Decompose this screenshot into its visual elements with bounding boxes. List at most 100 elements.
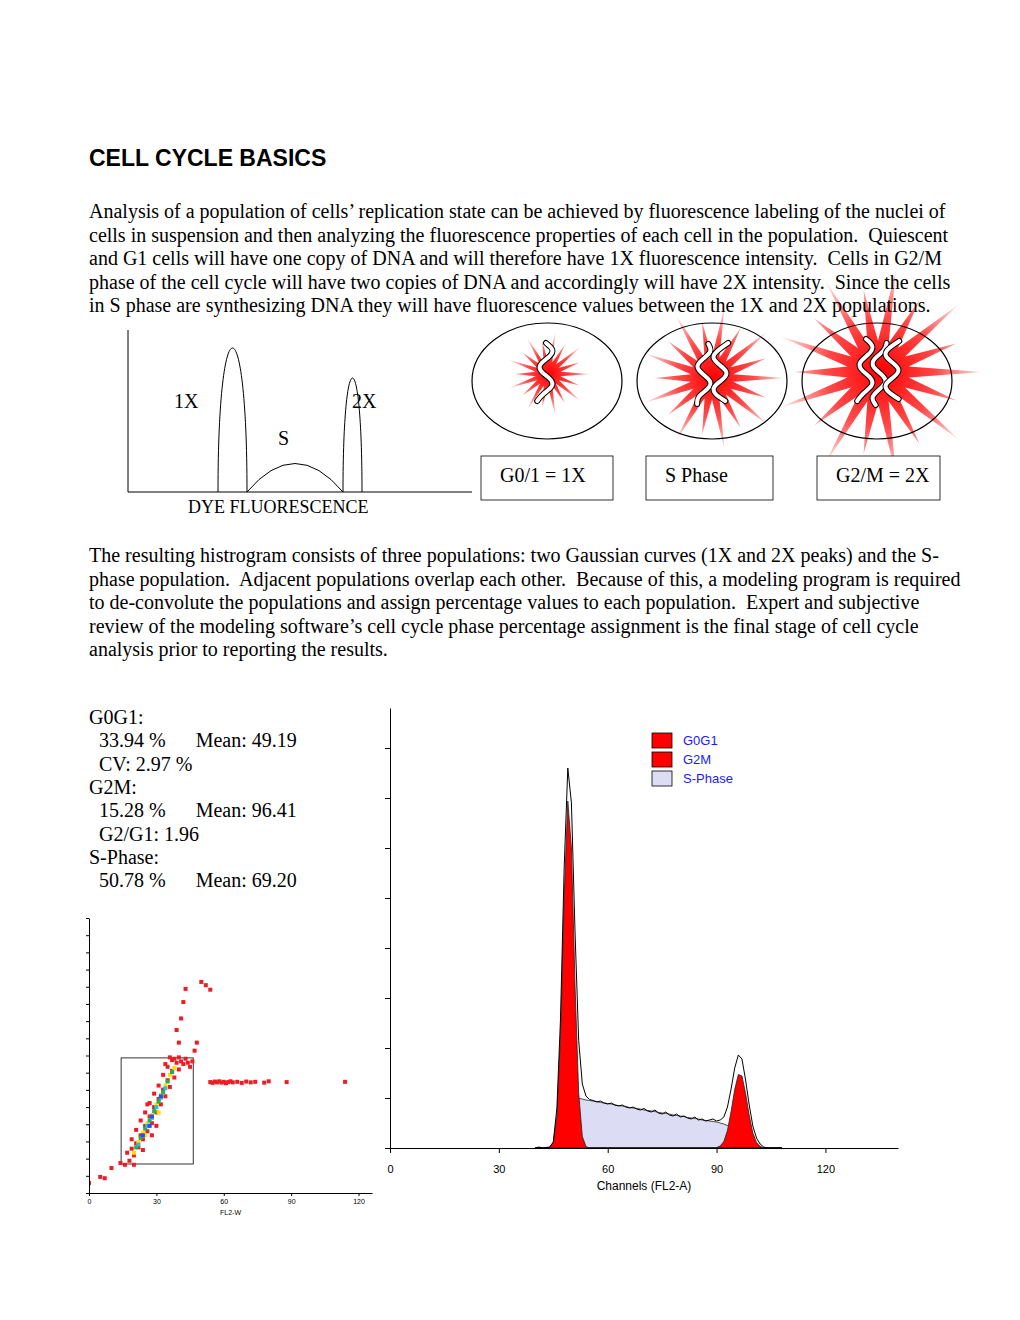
paragraph-line: and G1 cells will have one copy of DNA a… bbox=[89, 247, 942, 270]
tick-mark bbox=[717, 1148, 718, 1153]
sketch-peak bbox=[218, 348, 247, 492]
page: G0/1 = 1XS PhaseG2/M = 2X1XS2XDYE FLUORE… bbox=[0, 0, 1020, 1320]
tick-mark bbox=[86, 918, 89, 919]
point bbox=[168, 1085, 172, 1089]
starburst bbox=[644, 307, 784, 449]
paragraph-line: The resulting histrogram consists of thr… bbox=[89, 544, 939, 567]
sketch-axis-label: DYE FLUORESCENCE bbox=[188, 497, 369, 517]
tick-mark bbox=[291, 1193, 292, 1196]
legend-label: G0G1 bbox=[683, 733, 718, 748]
tick bbox=[385, 948, 390, 949]
tick bbox=[86, 1159, 89, 1160]
tick bbox=[86, 952, 89, 953]
paragraph-line: to de-convolute the populations and assi… bbox=[89, 591, 919, 614]
legend-label: S-Phase bbox=[683, 771, 733, 786]
point bbox=[190, 1059, 194, 1063]
point bbox=[188, 1065, 192, 1069]
point bbox=[177, 1041, 181, 1045]
tick bbox=[86, 1124, 89, 1125]
plot-area bbox=[89, 980, 347, 1185]
legend-swatch bbox=[652, 733, 672, 748]
tick bbox=[86, 1073, 89, 1074]
tick bbox=[86, 918, 89, 919]
tick-label: 90 bbox=[288, 1198, 296, 1205]
point bbox=[343, 1080, 347, 1084]
tick-mark bbox=[385, 848, 390, 849]
point bbox=[134, 1128, 138, 1132]
tick-mark bbox=[385, 748, 390, 749]
tick-label: 60 bbox=[602, 1163, 614, 1175]
point bbox=[157, 1110, 161, 1114]
x-axis: 0306090120 bbox=[387, 1148, 898, 1175]
point bbox=[154, 1105, 158, 1109]
tick-mark bbox=[390, 1148, 391, 1153]
tick-mark bbox=[86, 1159, 89, 1160]
tick-mark bbox=[86, 1056, 89, 1057]
point bbox=[130, 1137, 134, 1141]
point bbox=[244, 1080, 248, 1084]
tick-label: 30 bbox=[493, 1163, 505, 1175]
x-axis: 0306090120 bbox=[88, 1193, 373, 1205]
axis-line bbox=[391, 1148, 899, 1149]
tick-label: 120 bbox=[353, 1198, 365, 1205]
tick-mark bbox=[385, 1048, 390, 1049]
point bbox=[208, 988, 212, 992]
histogram-sketch: 1XS2XDYE FLUORESCENCE bbox=[128, 330, 472, 517]
point bbox=[181, 1062, 185, 1066]
tick bbox=[86, 1056, 89, 1057]
tick-mark bbox=[385, 948, 390, 949]
tick-mark bbox=[86, 952, 89, 953]
stats-line: 33.94 % Mean: 49.19 bbox=[89, 729, 297, 751]
tick bbox=[385, 998, 390, 999]
tick bbox=[86, 1141, 89, 1142]
point bbox=[148, 1124, 152, 1128]
tick bbox=[86, 935, 89, 936]
tick bbox=[385, 1148, 390, 1149]
point bbox=[139, 1118, 143, 1122]
point bbox=[253, 1080, 257, 1084]
chromosome bbox=[886, 341, 900, 399]
paragraph-line: cells in suspension and then analyzing t… bbox=[89, 224, 949, 247]
tick-label: 30 bbox=[153, 1198, 161, 1205]
tick-mark bbox=[86, 987, 89, 988]
tick bbox=[86, 1004, 89, 1005]
plot-area bbox=[535, 768, 782, 1148]
tick-mark bbox=[385, 998, 390, 999]
tick: 90 bbox=[288, 1193, 296, 1205]
tick bbox=[86, 987, 89, 988]
document-text: CELL CYCLE BASICSAnalysis of a populatio… bbox=[89, 145, 960, 891]
sketch-label: S bbox=[278, 427, 289, 449]
page-root: G0/1 = 1XS PhaseG2/M = 2X1XS2XDYE FLUORE… bbox=[0, 0, 1020, 1320]
point bbox=[179, 1016, 183, 1020]
point bbox=[172, 1076, 176, 1080]
tick bbox=[86, 1193, 89, 1194]
cell-outline bbox=[472, 323, 622, 439]
label-box bbox=[481, 456, 613, 500]
legend-swatch bbox=[652, 771, 672, 786]
stats-line: G2M: bbox=[89, 776, 137, 798]
point bbox=[130, 1147, 134, 1151]
gate bbox=[121, 1058, 193, 1164]
point bbox=[159, 1094, 163, 1098]
tick-mark bbox=[86, 1004, 89, 1005]
tick: 120 bbox=[817, 1148, 835, 1175]
cell-label: G0/1 = 1X bbox=[500, 464, 586, 486]
point bbox=[186, 1061, 190, 1065]
point bbox=[143, 1110, 147, 1114]
axis-title: FL2-W bbox=[220, 1209, 241, 1216]
point bbox=[177, 1055, 181, 1059]
tick-mark bbox=[499, 1148, 500, 1153]
point bbox=[163, 1094, 167, 1098]
point bbox=[267, 1079, 271, 1083]
axis-line bbox=[90, 1193, 373, 1194]
sketch-label: 2X bbox=[352, 390, 377, 412]
point bbox=[118, 1161, 122, 1165]
tick-mark bbox=[86, 1107, 89, 1108]
point bbox=[157, 1100, 161, 1104]
tick-label: 90 bbox=[711, 1163, 723, 1175]
tick-mark bbox=[224, 1193, 225, 1196]
point bbox=[109, 1166, 113, 1170]
point bbox=[172, 1066, 176, 1070]
axis-line bbox=[89, 919, 90, 1194]
tick-mark bbox=[385, 798, 390, 799]
